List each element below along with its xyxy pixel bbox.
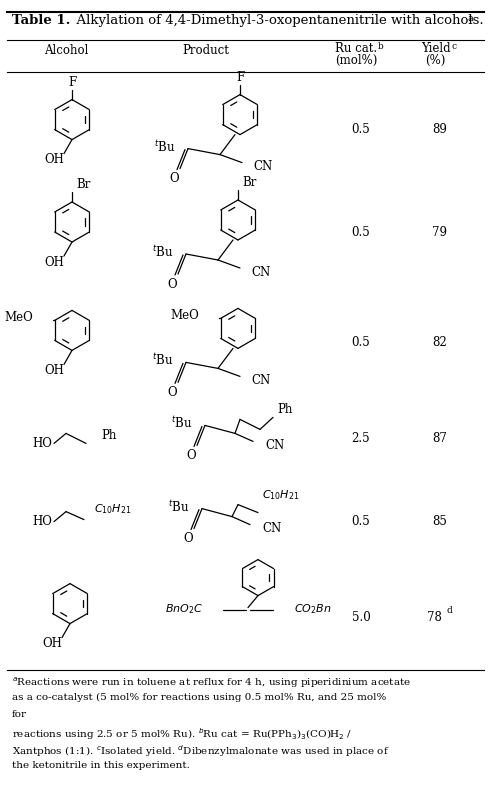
Text: Xantphos (1:1). $^{c}$Isolated yield. $^{d}$Dibenzylmalonate was used in place o: Xantphos (1:1). $^{c}$Isolated yield. $^…: [12, 744, 390, 759]
Text: reactions using 2.5 or 5 mol% Ru). $^{b}$Ru cat = Ru(PPh$_3$)$_3$(CO)H$_2$ /: reactions using 2.5 or 5 mol% Ru). $^{b}…: [12, 726, 353, 742]
Text: 0.5: 0.5: [352, 336, 370, 349]
Text: as a co-catalyst (5 mol% for reactions using 0.5 mol% Ru, and 25 mol%: as a co-catalyst (5 mol% for reactions u…: [12, 693, 386, 702]
Text: Br: Br: [76, 178, 90, 191]
Text: F: F: [236, 71, 244, 84]
Text: $^{a}$Reactions were run in toluene at reflux for 4 h, using piperidinium acetat: $^{a}$Reactions were run in toluene at r…: [12, 675, 411, 690]
Text: (%): (%): [425, 54, 446, 67]
Text: O: O: [183, 532, 193, 545]
Text: $^t$Bu: $^t$Bu: [154, 139, 175, 154]
Text: CN: CN: [265, 439, 284, 452]
Text: 82: 82: [432, 336, 447, 349]
Text: $^t$Bu: $^t$Bu: [152, 353, 173, 368]
Text: CN: CN: [251, 374, 270, 387]
Text: $^t$Bu: $^t$Bu: [152, 244, 173, 260]
Text: 2.5: 2.5: [352, 432, 370, 445]
Text: OH: OH: [44, 255, 64, 269]
Text: Alkylation of 4,4-Dimethyl-3-oxopentanenitrile with alcohols.: Alkylation of 4,4-Dimethyl-3-oxopentanen…: [68, 14, 484, 27]
Text: HO: HO: [32, 437, 52, 450]
Text: O: O: [167, 278, 177, 290]
Text: the ketonitrile in this experiment.: the ketonitrile in this experiment.: [12, 761, 190, 770]
Text: Br: Br: [242, 177, 256, 190]
Text: O: O: [167, 386, 177, 399]
Text: Ph: Ph: [101, 429, 116, 442]
Text: CN: CN: [253, 160, 272, 173]
Text: $C_{10}H_{21}$: $C_{10}H_{21}$: [94, 502, 132, 517]
Text: 89: 89: [432, 123, 447, 136]
Text: HO: HO: [32, 515, 52, 528]
Text: $CO_2Bn$: $CO_2Bn$: [294, 602, 332, 617]
Text: 0.5: 0.5: [352, 226, 370, 238]
Text: MeO: MeO: [170, 309, 199, 322]
Text: O: O: [169, 172, 179, 185]
Text: F: F: [68, 76, 76, 89]
Text: 0.5: 0.5: [352, 515, 370, 528]
Text: O: O: [186, 449, 196, 462]
Text: 79: 79: [432, 226, 447, 238]
Text: OH: OH: [44, 364, 64, 377]
Text: CN: CN: [262, 522, 281, 535]
Text: CN: CN: [251, 266, 270, 278]
Text: (mol%): (mol%): [335, 54, 377, 67]
Text: $BnO_2C$: $BnO_2C$: [164, 602, 203, 617]
Text: Product: Product: [183, 44, 230, 57]
Text: a: a: [468, 14, 474, 23]
Text: Yield: Yield: [421, 42, 450, 55]
Text: 0.5: 0.5: [352, 123, 370, 136]
Text: $^t$Bu: $^t$Bu: [170, 416, 192, 431]
Text: OH: OH: [42, 637, 62, 650]
Text: Alcohol: Alcohol: [44, 44, 88, 57]
Text: b: b: [378, 42, 384, 51]
Text: for: for: [12, 710, 27, 718]
Text: OH: OH: [44, 153, 64, 166]
Text: d: d: [447, 606, 452, 615]
Text: $^t$Bu: $^t$Bu: [167, 499, 189, 514]
Text: Table 1.: Table 1.: [12, 14, 70, 27]
Text: Ph: Ph: [277, 403, 292, 416]
Text: 87: 87: [432, 432, 447, 445]
Text: 5.0: 5.0: [352, 611, 370, 624]
Text: Ru cat.: Ru cat.: [335, 42, 377, 55]
Text: 78: 78: [427, 611, 442, 624]
Text: c: c: [452, 42, 457, 51]
Text: $C_{10}H_{21}$: $C_{10}H_{21}$: [262, 488, 300, 502]
Text: 85: 85: [432, 515, 447, 528]
Text: MeO: MeO: [4, 311, 33, 324]
